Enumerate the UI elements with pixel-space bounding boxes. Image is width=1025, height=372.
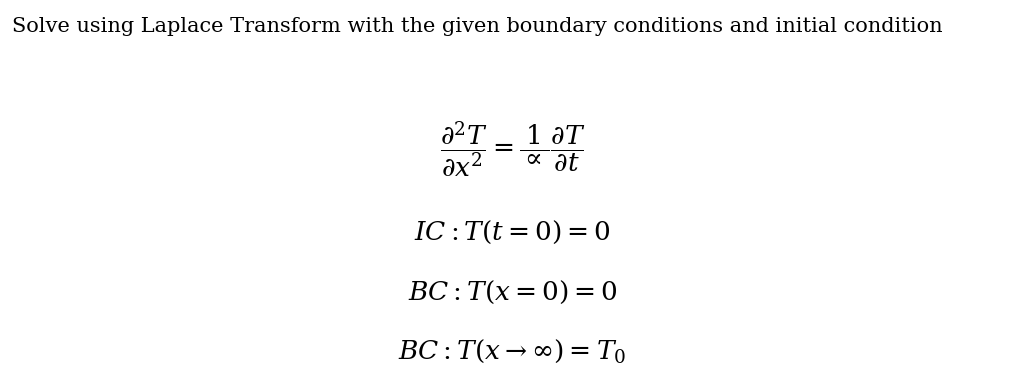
Text: $\dfrac{\partial^2 T}{\partial x^2} = \dfrac{1}{\propto} \dfrac{\partial T}{\par: $\dfrac{\partial^2 T}{\partial x^2} = \d… xyxy=(440,119,585,179)
Text: $BC: T(x = 0) = 0$: $BC: T(x = 0) = 0$ xyxy=(408,278,617,306)
Text: $BC: T(x \rightarrow \infty) = T_0$: $BC: T(x \rightarrow \infty) = T_0$ xyxy=(399,338,626,365)
Text: Solve using Laplace Transform with the given boundary conditions and initial con: Solve using Laplace Transform with the g… xyxy=(12,17,943,36)
Text: $IC: T(t = 0) = 0$: $IC: T(t = 0) = 0$ xyxy=(414,219,611,246)
